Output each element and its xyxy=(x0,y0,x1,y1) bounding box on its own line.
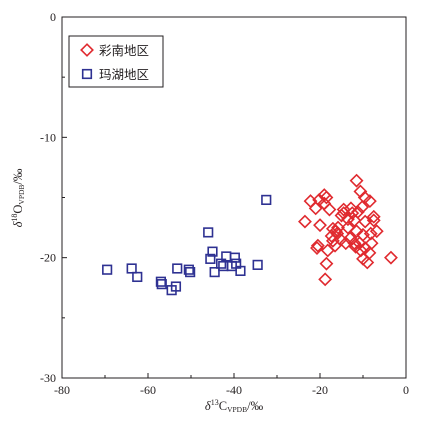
caidnan-point xyxy=(360,255,375,270)
mahu-point xyxy=(102,264,113,275)
mahu-point xyxy=(205,253,216,264)
x-axis-title: δ13CVPDB/‰ xyxy=(205,398,264,414)
caidnan-point xyxy=(347,213,362,228)
legend-marker xyxy=(80,43,94,57)
caidnan-point xyxy=(313,218,327,233)
mahu-point xyxy=(183,264,194,275)
y-tick-label: -30 xyxy=(40,371,56,385)
mahu-point xyxy=(156,279,167,290)
caidnan-point xyxy=(384,250,398,265)
y-tick-label: 0 xyxy=(50,10,56,24)
mahu-point xyxy=(185,267,196,278)
caidnan-point xyxy=(364,236,379,251)
caidnan-point xyxy=(353,243,368,258)
caidnan-point xyxy=(320,243,335,258)
legend-marker xyxy=(81,68,93,80)
caidnan-point xyxy=(331,220,345,235)
axis-tick-labels: -80 -60 -40 -20 0 0 -10 -20 -30 xyxy=(40,10,409,397)
caidnan-point xyxy=(366,209,381,224)
caidnan-point xyxy=(348,239,363,254)
mahu-point xyxy=(172,263,183,274)
x-tick-label: -60 xyxy=(140,383,156,397)
caidnan-point xyxy=(310,238,325,253)
caidnan-point xyxy=(338,236,353,251)
axis-ticks xyxy=(61,16,407,379)
y-tick-label: -20 xyxy=(40,251,56,265)
mahu-point xyxy=(216,258,227,269)
caidnan-point xyxy=(353,184,368,199)
mahu-point xyxy=(132,271,143,283)
mahu-point xyxy=(170,281,182,292)
y-axis-title: δ18OVPDB/‰ xyxy=(10,168,26,227)
legend-label: 玛湖地区 xyxy=(99,67,149,82)
caidnan-point xyxy=(366,213,381,228)
x-tick-label: 0 xyxy=(403,383,409,397)
mahu-point xyxy=(155,276,167,287)
mahu-point xyxy=(261,194,272,206)
mahu-point xyxy=(203,227,214,238)
caidnan-point xyxy=(318,272,333,287)
mahu-point xyxy=(126,263,137,274)
caidnan-point xyxy=(341,220,355,235)
mahu-point xyxy=(209,267,220,278)
caidnan-point xyxy=(324,229,339,243)
caidnan-point xyxy=(328,238,342,253)
caidnan-point xyxy=(322,202,337,217)
y-tick-label: -10 xyxy=(40,130,56,144)
mahu-point xyxy=(229,252,240,263)
caidnan-point xyxy=(349,173,364,188)
x-tick-label: -40 xyxy=(226,383,242,397)
caidnan-point xyxy=(298,214,312,229)
caidnan-point xyxy=(317,196,332,211)
mahu-point xyxy=(252,259,263,270)
x-tick-label: -20 xyxy=(312,383,328,397)
caidnan-point xyxy=(344,201,358,216)
mahu-point xyxy=(235,265,246,277)
caidnan-point xyxy=(310,241,324,255)
caidnan-point xyxy=(328,224,343,239)
caidnan-point xyxy=(362,194,377,209)
mahu-point xyxy=(218,260,229,272)
legend-label: 彩南地区 xyxy=(99,43,149,58)
caidnan-point xyxy=(303,194,318,209)
caidnan-point xyxy=(336,202,351,217)
x-tick-label: -80 xyxy=(54,383,70,397)
caidnan-point xyxy=(369,224,384,239)
data-points xyxy=(102,173,398,296)
mahu-point xyxy=(207,246,218,257)
caidnan-point xyxy=(319,256,334,271)
